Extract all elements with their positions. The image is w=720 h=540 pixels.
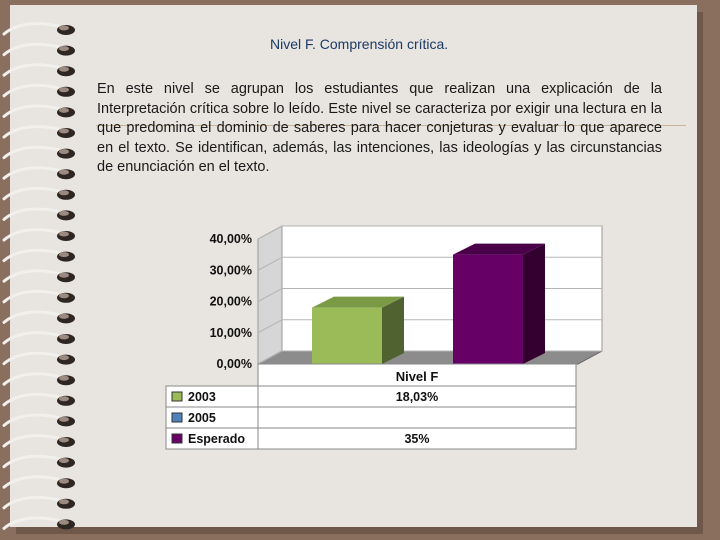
spiral-ring (2, 63, 60, 77)
spiral-hole-highlight (59, 231, 69, 237)
spiral-ring (2, 331, 60, 345)
chart-floor (257, 350, 603, 365)
spiral-ring (2, 145, 60, 160)
spiral-hole-highlight (59, 313, 69, 319)
bar-esperado (453, 254, 523, 364)
spiral-hole-highlight (59, 478, 69, 484)
spiral-hole-highlight (59, 355, 69, 361)
spiral-hole-highlight (59, 499, 69, 505)
spiral-hole-highlight (59, 190, 69, 196)
spiral-ring (2, 125, 60, 139)
value-cell (257, 406, 577, 429)
bar-top-esperado (453, 243, 545, 255)
spiral-ring (2, 228, 60, 242)
bar-top-2003 (312, 296, 404, 308)
spiral-ring (2, 495, 60, 510)
spiral-ring (2, 104, 60, 118)
spiral-ring (2, 392, 60, 407)
data-label: 35% (404, 432, 429, 446)
spiral-hole-highlight (59, 25, 69, 31)
spiral-ring (2, 310, 60, 324)
legend-swatch (171, 433, 183, 444)
bar-2003 (312, 307, 382, 364)
spiral-hole-highlight (59, 169, 69, 175)
spiral-ring (2, 516, 60, 530)
spiral-ring (2, 269, 60, 283)
spiral-binding (2, 22, 75, 530)
spiral-ring (2, 289, 60, 304)
spiral-hole-highlight (59, 519, 69, 525)
value-cell (257, 427, 577, 450)
slide-body: En este nivel se agrupan los estudiantes… (97, 81, 662, 175)
spiral-hole-highlight (59, 272, 69, 278)
spiral-hole-highlight (59, 458, 69, 464)
spiral-ring (2, 454, 60, 469)
legend-label: 2005 (188, 411, 216, 425)
y-tick-label: 0,00% (217, 357, 252, 371)
spiral-ring (2, 207, 60, 221)
spiral-hole-highlight (59, 396, 69, 402)
divider-line (96, 125, 686, 126)
y-tick-label: 20,00% (210, 295, 252, 309)
slide-title: Nivel F. Comprensión crítica. (270, 36, 449, 52)
legend-swatch (171, 412, 183, 423)
spiral-hole-highlight (59, 334, 69, 340)
legend-label: Esperado (188, 432, 245, 446)
legend-label: 2003 (188, 390, 216, 404)
spiral-ring (2, 166, 60, 180)
category-label: Nivel F (396, 369, 439, 384)
spiral-hole-highlight (59, 437, 69, 443)
spiral-hole-highlight (59, 107, 69, 113)
spiral-hole-highlight (59, 252, 69, 258)
spiral-hole-highlight (59, 128, 69, 134)
spiral-ring (2, 42, 60, 57)
spiral-ring (2, 372, 60, 386)
data-label: 18,03% (396, 390, 438, 404)
y-tick-label: 10,00% (210, 326, 252, 340)
y-tick-label: 40,00% (210, 232, 252, 246)
spiral-ring (2, 22, 60, 36)
spiral-ring (2, 83, 60, 98)
spiral-ring (2, 475, 60, 489)
gridline (257, 225, 602, 240)
spiral-hole-highlight (59, 87, 69, 93)
spiral-hole-highlight (59, 66, 69, 72)
bar-side-2003 (382, 296, 404, 364)
spiral-hole-highlight (59, 375, 69, 381)
spiral-hole-highlight (59, 293, 69, 299)
spiral-ring (2, 413, 60, 427)
legend-swatch (171, 391, 183, 402)
spiral-ring (2, 434, 60, 448)
spiral-hole-highlight (59, 416, 69, 422)
spiral-hole-highlight (59, 46, 69, 52)
spiral-hole-highlight (59, 149, 69, 155)
bar-side-esperado (523, 243, 545, 364)
spiral-ring (2, 351, 60, 366)
spiral-ring (2, 248, 60, 263)
spiral-hole-highlight (59, 210, 69, 216)
spiral-ring (2, 186, 60, 201)
y-tick-label: 30,00% (210, 263, 252, 277)
